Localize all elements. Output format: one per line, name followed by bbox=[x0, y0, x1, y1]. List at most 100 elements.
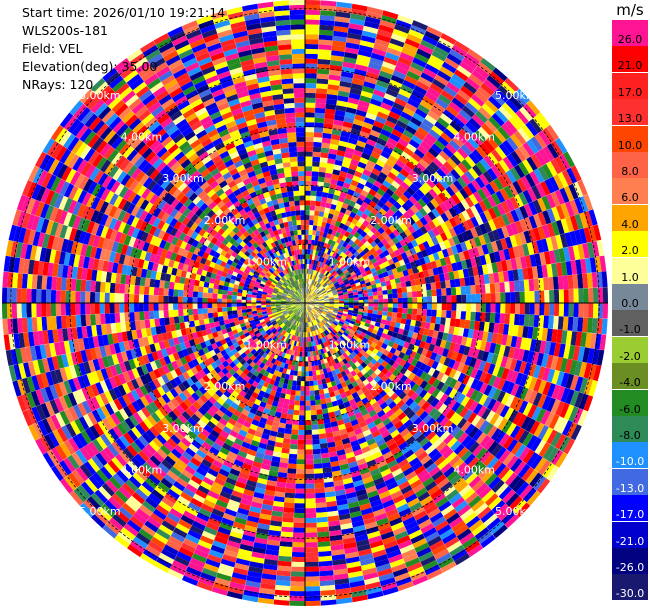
velocity-gate bbox=[499, 313, 506, 324]
velocity-gate bbox=[344, 111, 356, 119]
velocity-gate bbox=[366, 11, 382, 20]
velocity-gate bbox=[328, 245, 334, 251]
velocity-gate bbox=[311, 181, 318, 187]
velocity-gate bbox=[318, 389, 325, 395]
velocity-gate bbox=[593, 303, 599, 319]
velocity-gate bbox=[289, 600, 305, 606]
velocity-gate bbox=[462, 57, 478, 70]
velocity-gate bbox=[294, 493, 305, 499]
velocity-gate bbox=[352, 225, 360, 232]
velocity-gate bbox=[293, 409, 300, 416]
velocity-gate bbox=[420, 72, 435, 83]
velocity-gate bbox=[309, 210, 315, 216]
velocity-gate bbox=[523, 279, 530, 292]
velocity-gate bbox=[378, 133, 390, 142]
velocity-gate bbox=[402, 107, 415, 117]
velocity-gate bbox=[305, 503, 316, 509]
velocity-gate bbox=[375, 115, 387, 125]
velocity-gate bbox=[316, 78, 329, 85]
velocity-gate bbox=[342, 247, 348, 254]
velocity-gate bbox=[312, 275, 316, 281]
velocity-gate bbox=[334, 114, 345, 122]
velocity-gate bbox=[392, 70, 407, 80]
velocity-gate bbox=[460, 286, 466, 295]
velocity-gate bbox=[309, 279, 312, 285]
velocity-gate bbox=[429, 82, 444, 94]
velocity-gate bbox=[340, 166, 349, 173]
velocity-gate bbox=[435, 98, 449, 110]
velocity-gate bbox=[305, 254, 308, 260]
velocity-gate bbox=[465, 311, 471, 321]
velocity-gate bbox=[505, 303, 511, 314]
velocity-gate bbox=[320, 257, 325, 263]
velocity-gate bbox=[323, 118, 334, 125]
velocity-gate bbox=[419, 99, 433, 111]
velocity-gate bbox=[311, 176, 319, 182]
velocity-gate bbox=[325, 167, 334, 174]
velocity-gate bbox=[315, 492, 326, 499]
velocity-gate bbox=[311, 285, 314, 290]
velocity-gate bbox=[395, 142, 406, 152]
velocity-gate bbox=[431, 309, 437, 317]
velocity-gate bbox=[324, 264, 329, 271]
velocity-gate bbox=[391, 283, 397, 290]
velocity-gate bbox=[406, 70, 421, 81]
velocity-gate bbox=[290, 389, 296, 396]
velocity-gate bbox=[308, 239, 312, 245]
velocity-gate bbox=[313, 385, 319, 391]
velocity-gate bbox=[431, 289, 437, 297]
velocity-gate bbox=[305, 151, 313, 157]
velocity-gate bbox=[337, 145, 347, 152]
velocity-gate bbox=[305, 73, 317, 79]
velocity-gate bbox=[310, 264, 314, 270]
velocity-gate bbox=[397, 14, 414, 25]
velocity-gate bbox=[434, 74, 449, 86]
velocity-gate bbox=[313, 463, 323, 469]
velocity-gate bbox=[408, 29, 425, 40]
velocity-gate bbox=[359, 131, 370, 139]
velocity-gate bbox=[367, 292, 373, 297]
velocity-gate bbox=[305, 48, 319, 55]
velocity-gate bbox=[320, 226, 326, 233]
velocity-gate bbox=[307, 294, 311, 299]
velocity-gate bbox=[320, 241, 325, 248]
velocity-gate bbox=[314, 117, 325, 124]
velocity-gate bbox=[322, 252, 327, 259]
velocity-gate bbox=[345, 243, 352, 250]
velocity-gate bbox=[321, 274, 326, 280]
velocity-gate bbox=[341, 235, 348, 242]
velocity-gate bbox=[316, 225, 322, 232]
velocity-gate bbox=[356, 140, 367, 148]
velocity-gate bbox=[308, 371, 313, 377]
velocity-gate bbox=[305, 146, 314, 152]
velocity-gate bbox=[367, 176, 376, 185]
velocity-gate bbox=[464, 53, 480, 66]
velocity-gate bbox=[311, 365, 316, 371]
velocity-gate bbox=[318, 166, 327, 173]
velocity-gate bbox=[305, 512, 317, 518]
velocity-gate bbox=[347, 27, 363, 36]
velocity-gate bbox=[363, 117, 375, 125]
velocity-gate bbox=[398, 155, 409, 165]
velocity-gate bbox=[307, 356, 312, 362]
velocity-gate bbox=[339, 251, 345, 258]
velocity-gate bbox=[341, 186, 349, 194]
velocity-gate bbox=[297, 434, 305, 440]
velocity-gate bbox=[355, 109, 367, 117]
velocity-gate bbox=[307, 244, 312, 250]
velocity-gate bbox=[282, 516, 294, 523]
velocity-gate bbox=[378, 106, 391, 116]
velocity-gate bbox=[348, 163, 358, 171]
velocity-gate bbox=[318, 246, 324, 252]
velocity-gate bbox=[387, 289, 393, 295]
velocity-gate bbox=[310, 200, 316, 206]
velocity-gate bbox=[420, 39, 436, 51]
velocity-gate bbox=[509, 281, 515, 293]
velocity-gate bbox=[305, 527, 317, 533]
velocity-gate bbox=[333, 259, 339, 265]
velocity-gate bbox=[454, 318, 461, 328]
velocity-gate bbox=[324, 177, 332, 184]
velocity-gate bbox=[319, 29, 334, 36]
velocity-gate bbox=[406, 33, 423, 44]
